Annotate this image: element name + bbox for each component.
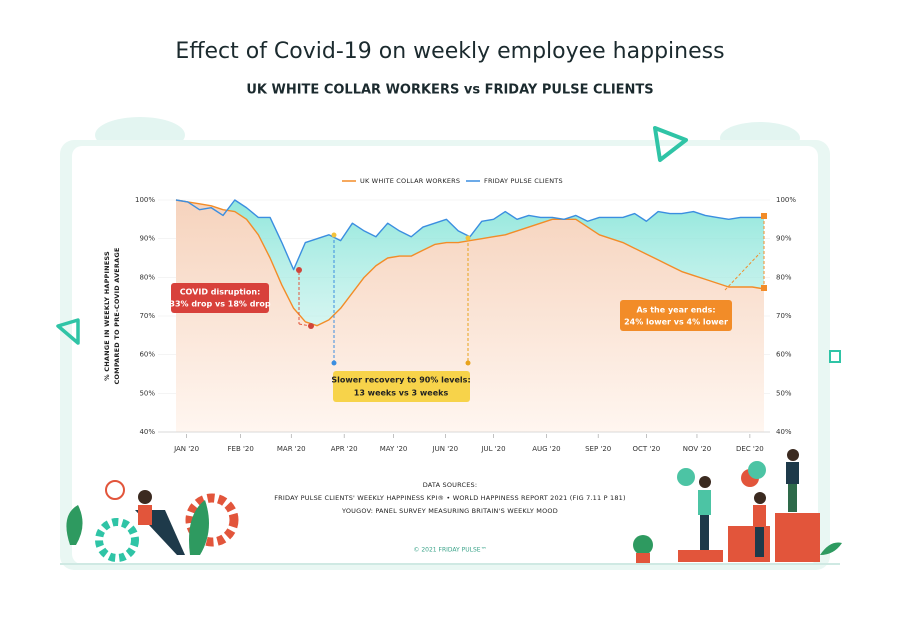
- x-tick-label: NOV '20: [683, 445, 711, 453]
- chart-subtitle: UK WHITE COLLAR WORKERS vs FRIDAY PULSE …: [246, 83, 653, 98]
- x-tick-label: DEC '20: [736, 445, 764, 453]
- chart-title: Effect of Covid-19 on weekly employee ha…: [175, 39, 724, 64]
- annotation-points: [296, 213, 767, 366]
- sources-heading: DATA SOURCES:: [423, 481, 478, 489]
- annotation-text: 24% lower vs 4% lower: [624, 318, 728, 327]
- sources-line: YOUGOV: PANEL SURVEY MEASURING BRITAIN'S…: [341, 507, 558, 515]
- line: [175, 199, 765, 327]
- x-tick-label: MAY '20: [380, 445, 408, 453]
- y-axis-label: % CHANGE IN WEEKLY HAPPINESS: [103, 251, 111, 381]
- y-tick-label: 90%: [139, 235, 155, 243]
- y2-tick-label: 80%: [776, 273, 792, 281]
- x-tick-label: AUG '20: [532, 445, 560, 453]
- sources-line: FRIDAY PULSE CLIENTS' WEEKLY HAPPINESS K…: [274, 494, 626, 502]
- y-axis-label: COMPARED TO PRE-COVID AVERAGE: [113, 247, 121, 384]
- y-tick-label: 40%: [139, 428, 155, 436]
- annotation-guides: [298, 216, 765, 362]
- y2-tick-label: 100%: [776, 196, 796, 204]
- x-tick-label: JAN '20: [173, 445, 199, 453]
- legend-label: UK WHITE COLLAR WORKERS: [360, 177, 460, 185]
- annotation: Slower recovery to 90% levels: 13 weeks …: [331, 371, 471, 402]
- legend-label: FRIDAY PULSE CLIENTS: [484, 177, 563, 185]
- y-tick-label: 60%: [139, 351, 155, 359]
- x-tick-label: SEP '20: [585, 445, 611, 453]
- y-tick-label: 70%: [139, 312, 155, 320]
- x-tick-label: MAR '20: [277, 445, 306, 453]
- annotation: COVID disruption: 33% drop vs 18% drop: [169, 283, 271, 313]
- y2-tick-label: 70%: [776, 312, 792, 320]
- area: [176, 200, 764, 432]
- annotation-text: 13 weeks vs 3 weeks: [354, 389, 449, 398]
- y-tick-label: 50%: [139, 389, 155, 397]
- annotation-text: 33% drop vs 18% drop: [169, 300, 270, 309]
- x-tick-label: OCT '20: [633, 445, 661, 453]
- footer: © 2021 FRIDAY PULSE™: [413, 547, 486, 554]
- x-tick-label: FEB '20: [228, 445, 254, 453]
- y2-tick-label: 40%: [776, 428, 792, 436]
- y2-tick-label: 90%: [776, 235, 792, 243]
- x-tick-label: JUN '20: [432, 445, 458, 453]
- plot: 40% 40% 50% 50% 60% 60% 70% 70% 80% 80% 90% 90% 100%…: [135, 177, 796, 453]
- y2-tick-label: 50%: [776, 389, 792, 397]
- annotation: As the year ends: 24% lower vs 4% lower: [620, 300, 732, 331]
- x-tick-label: JUL '20: [480, 445, 505, 453]
- y-tick-label: 100%: [135, 196, 155, 204]
- y2-tick-label: 60%: [776, 351, 792, 359]
- annotation-text: COVID disruption:: [180, 288, 261, 297]
- y-tick-label: 80%: [139, 273, 155, 281]
- annotation-text: As the year ends:: [636, 306, 715, 315]
- x-tick-label: APR '20: [331, 445, 358, 453]
- annotation-text: Slower recovery to 90% levels:: [331, 376, 470, 385]
